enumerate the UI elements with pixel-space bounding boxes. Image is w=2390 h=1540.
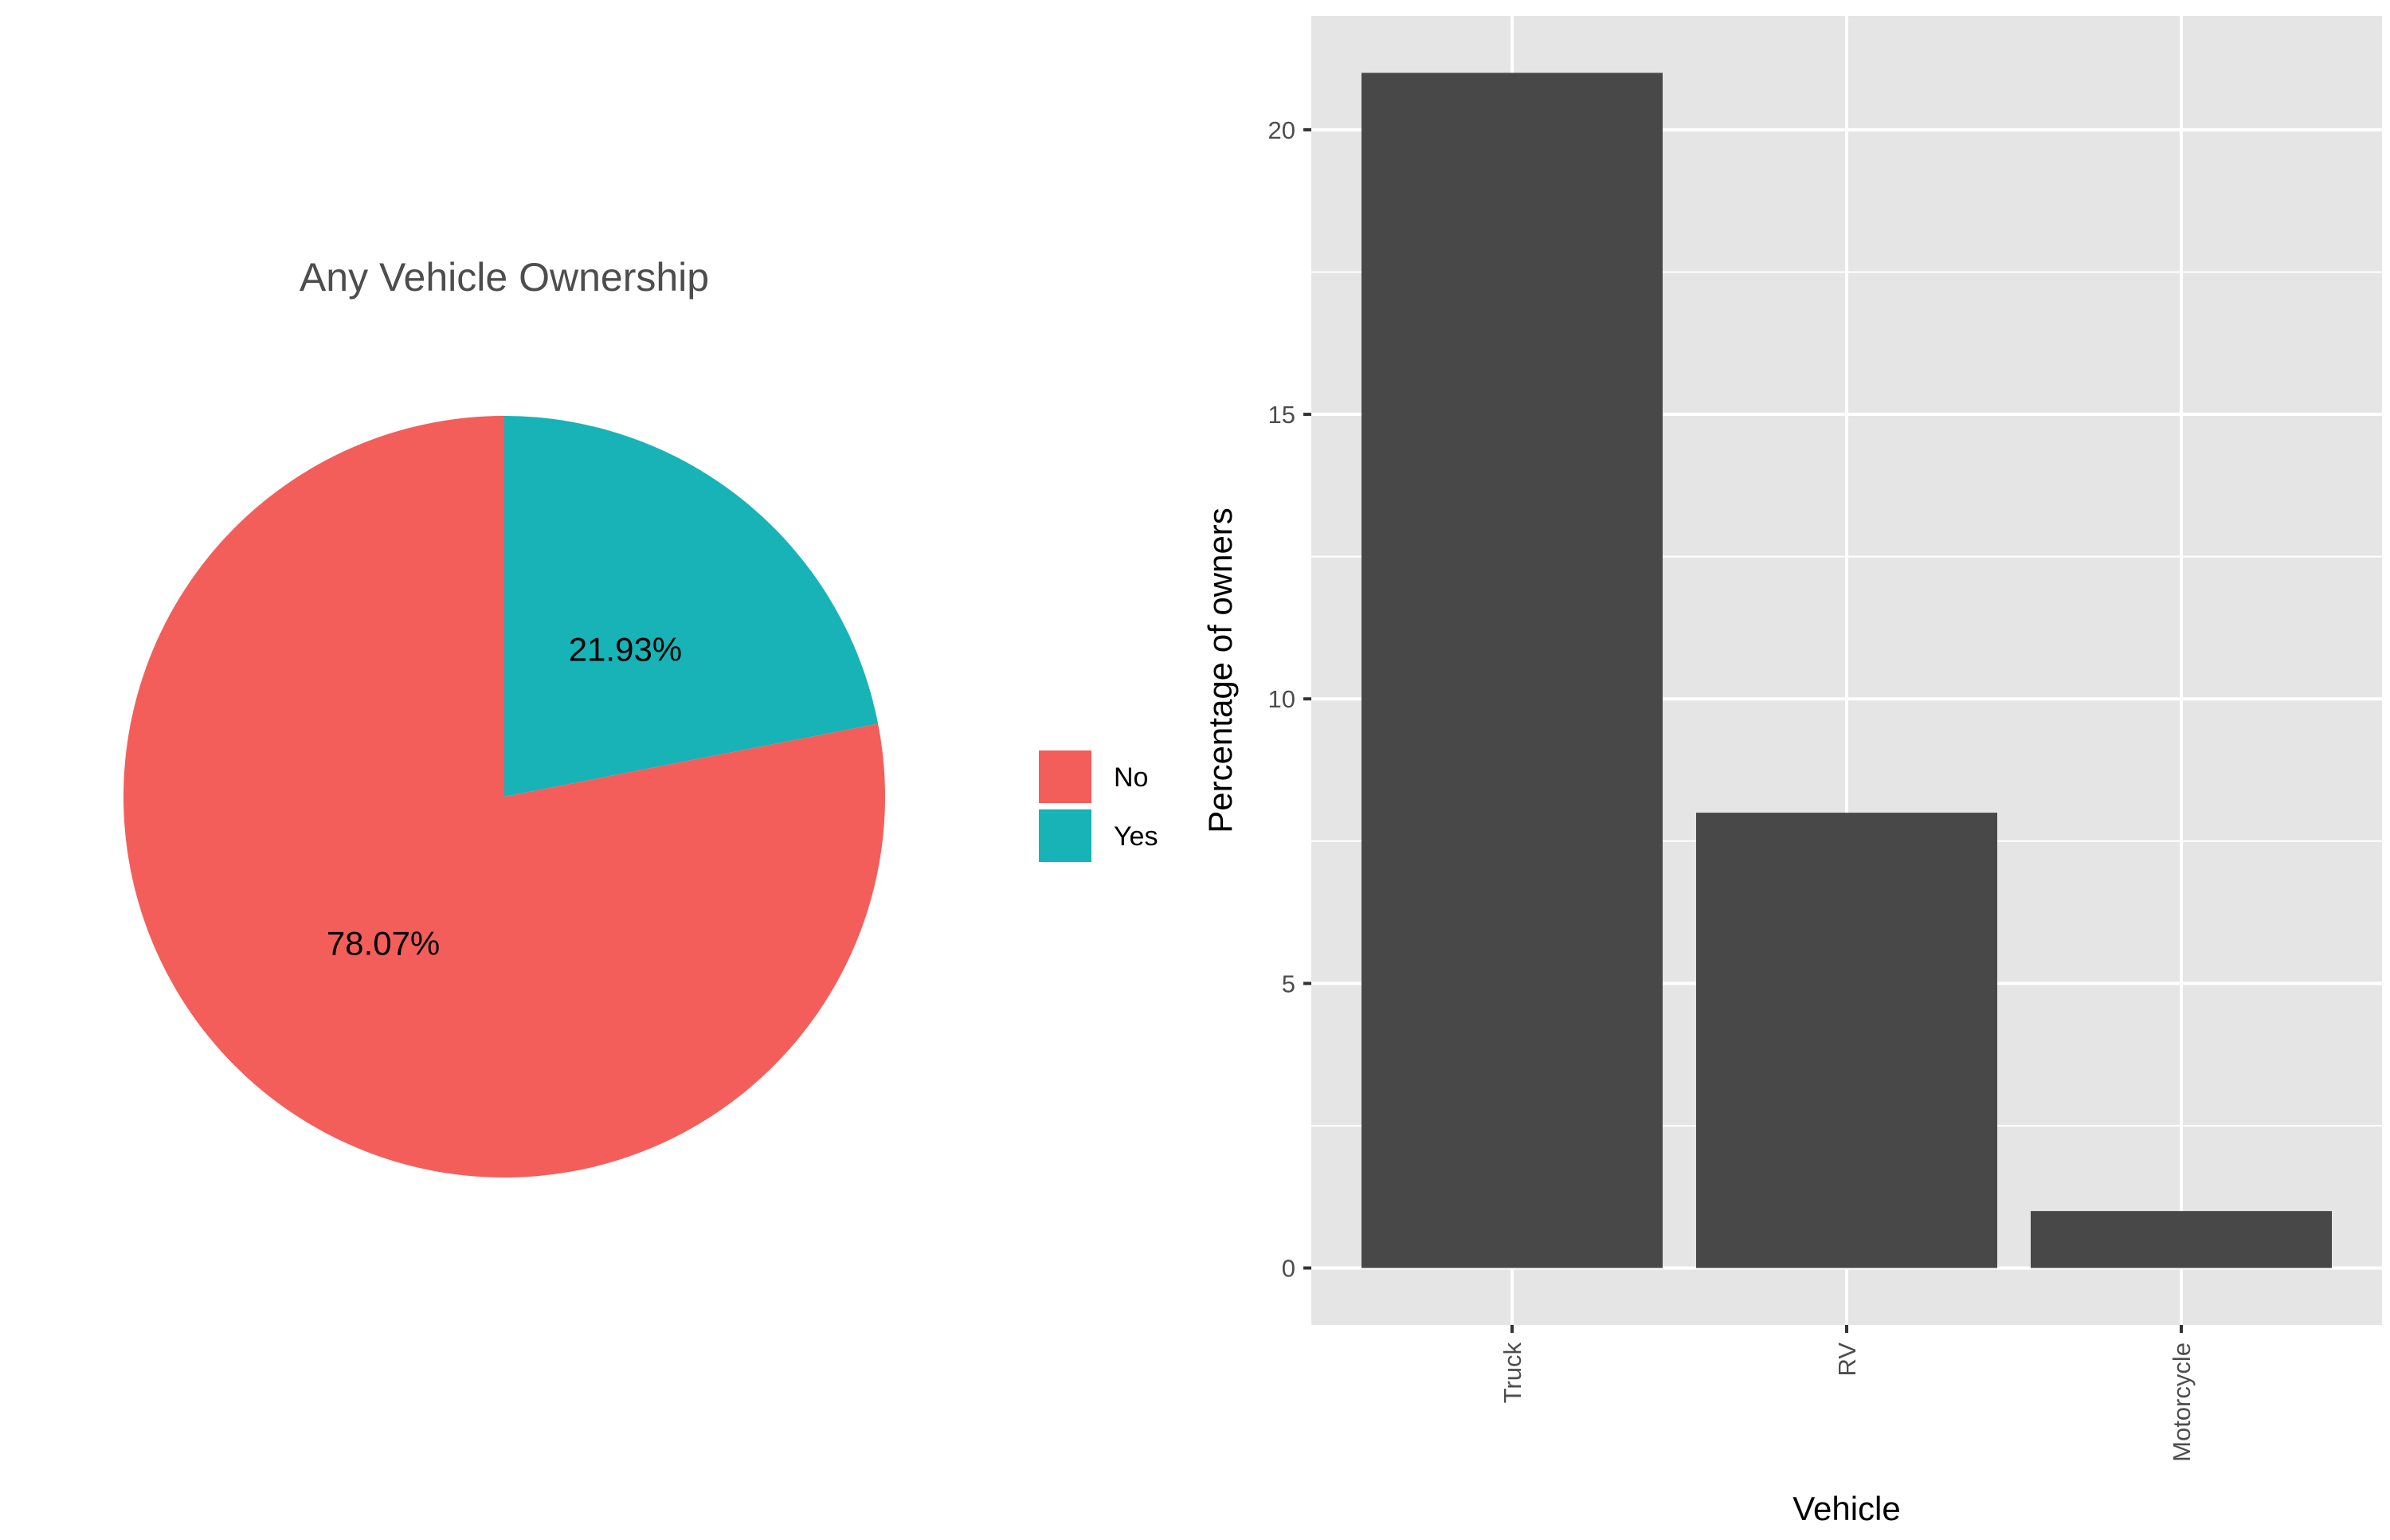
pie-legend: No Yes xyxy=(1039,750,1158,862)
pie-slice-label-yes: 21.93% xyxy=(569,631,682,668)
pie-slice-yes xyxy=(504,416,879,797)
pie-chart: Any Vehicle Ownership 21.93% 78.07% No Yes xyxy=(123,255,1158,1178)
legend-key-no xyxy=(1039,750,1091,803)
x-axis: Truck RV Motorcycle xyxy=(1499,1325,2196,1462)
y-axis-title: Percentage of owners xyxy=(1201,507,1239,833)
y-tick-label: 5 xyxy=(1282,970,1295,997)
pie-slice-labels: 21.93% 78.07% xyxy=(327,631,682,962)
bar-rv xyxy=(1696,813,1997,1268)
y-axis: 0 5 10 15 20 xyxy=(1268,116,1311,1283)
pie-chart-title: Any Vehicle Ownership xyxy=(300,255,709,300)
bar-chart: 0 5 10 15 20 Truck RV Motorcycle Vehicle Perce… xyxy=(1201,16,2382,1527)
pie-slice-no xyxy=(123,416,885,1178)
pie-slice-label-no: 78.07% xyxy=(327,924,440,962)
bar-truck xyxy=(1362,72,1663,1268)
x-tick-label-rv: RV xyxy=(1833,1342,1861,1377)
x-axis-title: Vehicle xyxy=(1792,1490,1900,1527)
y-tick-label: 20 xyxy=(1268,116,1295,144)
legend-label-yes: Yes xyxy=(1114,821,1158,852)
bar-motorcycle xyxy=(2031,1211,2332,1268)
x-tick-label-motorcycle: Motorcycle xyxy=(2168,1342,2196,1462)
pie-slices xyxy=(123,416,885,1178)
legend-key-yes xyxy=(1039,809,1091,862)
y-tick-label: 0 xyxy=(1282,1255,1295,1283)
y-tick-label: 15 xyxy=(1268,401,1295,429)
y-tick-label: 10 xyxy=(1268,685,1295,713)
bar-chart-bars xyxy=(1362,72,2332,1268)
x-tick-label-truck: Truck xyxy=(1499,1342,1526,1404)
legend-label-no: No xyxy=(1114,762,1148,793)
